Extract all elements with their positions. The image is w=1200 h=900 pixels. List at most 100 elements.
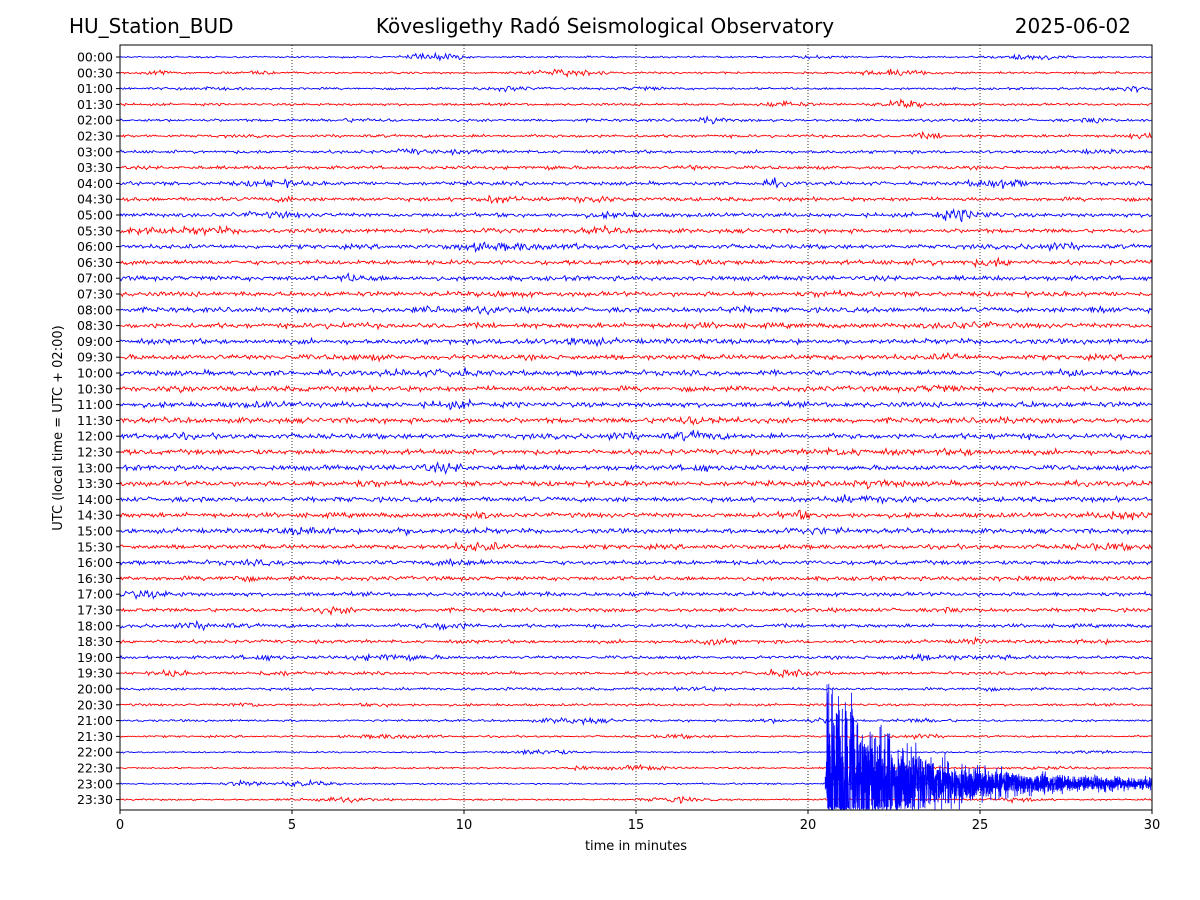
row-label: 05:30 xyxy=(77,223,113,238)
row-label: 14:00 xyxy=(77,492,113,507)
row-label: 09:00 xyxy=(77,334,113,349)
row-label: 08:30 xyxy=(77,318,113,333)
trace-20:30 xyxy=(119,702,1153,708)
trace-18:00 xyxy=(119,619,1153,632)
trace-12:00 xyxy=(119,429,1153,442)
trace-21:30 xyxy=(119,733,1153,741)
row-label: 16:00 xyxy=(77,555,113,570)
row-label: 07:30 xyxy=(77,287,113,302)
row-label: 19:30 xyxy=(77,666,113,681)
trace-00:30 xyxy=(119,68,1153,78)
trace-19:30 xyxy=(119,668,1153,679)
trace-13:30 xyxy=(119,478,1153,490)
trace-22:00 xyxy=(119,748,1153,756)
trace-20:00 xyxy=(119,685,1153,693)
row-label: 17:30 xyxy=(77,603,113,618)
trace-01:00 xyxy=(119,85,1153,94)
row-label: 04:00 xyxy=(77,176,113,191)
row-label: 11:30 xyxy=(77,413,113,428)
station-name: HU_Station_BUD xyxy=(69,14,234,38)
trace-01:30 xyxy=(119,98,1153,109)
row-label: 23:00 xyxy=(77,776,113,791)
trace-06:30 xyxy=(119,256,1153,269)
row-label: 04:30 xyxy=(77,192,113,207)
trace-14:30 xyxy=(119,509,1153,521)
row-label: 16:30 xyxy=(77,571,113,586)
trace-07:00 xyxy=(119,272,1153,283)
traces xyxy=(119,51,1153,805)
trace-14:00 xyxy=(119,494,1153,505)
trace-23:30 xyxy=(119,795,1152,805)
row-label: 14:30 xyxy=(77,508,113,523)
row-label: 20:00 xyxy=(77,682,113,697)
row-label: 12:00 xyxy=(77,429,113,444)
record-date: 2025-06-02 xyxy=(1014,14,1131,38)
row-label: 00:30 xyxy=(77,65,113,80)
trace-22:30 xyxy=(119,763,1153,772)
earthquake-event xyxy=(824,683,1153,811)
x-axis: 0 5 10 15 20 25 30 xyxy=(116,810,1160,833)
trace-15:30 xyxy=(119,541,1153,552)
row-label: 02:30 xyxy=(77,129,113,144)
x-tick-label: 10 xyxy=(456,818,473,833)
row-label: 13:30 xyxy=(77,476,113,491)
trace-10:30 xyxy=(119,384,1153,394)
trace-02:30 xyxy=(119,130,1153,140)
row-label: 22:30 xyxy=(77,761,113,776)
trace-18:30 xyxy=(119,636,1153,646)
row-label: 23:30 xyxy=(77,792,113,807)
row-label: 17:00 xyxy=(77,587,113,602)
x-tick-label: 5 xyxy=(288,818,296,833)
trace-19:00 xyxy=(119,652,1153,663)
trace-11:00 xyxy=(119,398,1153,411)
row-label: 11:00 xyxy=(77,397,113,412)
row-label: 15:00 xyxy=(77,524,113,539)
trace-05:00 xyxy=(119,207,1153,223)
row-label: 19:00 xyxy=(77,650,113,665)
trace-03:00 xyxy=(119,147,1153,157)
observatory-title: Kövesligethy Radó Seismological Observat… xyxy=(375,14,835,38)
trace-08:00 xyxy=(120,304,1153,316)
x-tick-label: 0 xyxy=(116,818,124,833)
trace-09:30 xyxy=(119,352,1153,363)
grid xyxy=(291,45,981,810)
row-label: 05:00 xyxy=(77,208,113,223)
row-label: 06:30 xyxy=(77,255,113,270)
trace-04:00 xyxy=(119,177,1153,189)
row-label: 00:00 xyxy=(77,50,113,65)
row-label: 21:30 xyxy=(77,729,113,744)
trace-13:00 xyxy=(119,461,1152,475)
trace-16:00 xyxy=(119,557,1153,568)
trace-17:30 xyxy=(119,605,1153,617)
trace-02:00 xyxy=(119,115,1153,125)
trace-17:00 xyxy=(119,589,1153,600)
event-trace xyxy=(824,683,1153,811)
row-label: 08:00 xyxy=(77,302,113,317)
row-label: 15:30 xyxy=(77,539,113,554)
trace-10:00 xyxy=(119,367,1153,379)
row-label: 12:30 xyxy=(77,445,113,460)
trace-07:30 xyxy=(120,289,1153,299)
row-label: 01:30 xyxy=(77,97,113,112)
row-label: 18:00 xyxy=(77,618,113,633)
trace-11:30 xyxy=(119,415,1153,426)
x-tick-label: 30 xyxy=(1144,818,1161,833)
trace-00:00 xyxy=(119,51,1153,62)
x-tick-label: 25 xyxy=(972,818,989,833)
row-label: 09:30 xyxy=(77,350,113,365)
trace-15:00 xyxy=(119,526,1153,537)
trace-08:30 xyxy=(119,320,1153,331)
y-axis-label: UTC (local time = UTC + 02:00) xyxy=(51,325,66,530)
trace-05:30 xyxy=(119,224,1153,237)
row-label: 21:00 xyxy=(77,713,113,728)
x-tick-label: 15 xyxy=(628,818,645,833)
row-label: 18:30 xyxy=(77,634,113,649)
row-label: 03:00 xyxy=(77,144,113,159)
row-label: 22:00 xyxy=(77,745,113,760)
row-label: 13:00 xyxy=(77,460,113,475)
trace-04:30 xyxy=(119,194,1153,205)
row-label: 03:30 xyxy=(77,160,113,175)
x-axis-label: time in minutes xyxy=(585,839,687,854)
row-label: 07:00 xyxy=(77,271,113,286)
